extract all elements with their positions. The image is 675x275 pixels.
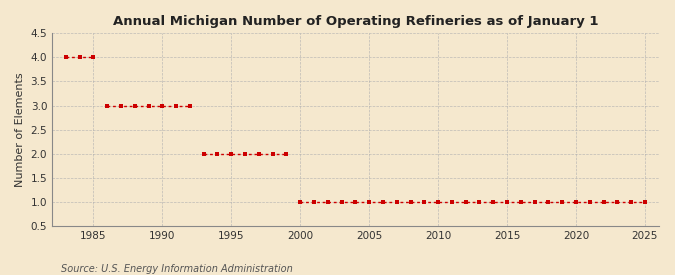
Title: Annual Michigan Number of Operating Refineries as of January 1: Annual Michigan Number of Operating Refi…	[113, 15, 598, 28]
Y-axis label: Number of Elements: Number of Elements	[15, 72, 25, 187]
Text: Source: U.S. Energy Information Administration: Source: U.S. Energy Information Administ…	[61, 264, 292, 274]
